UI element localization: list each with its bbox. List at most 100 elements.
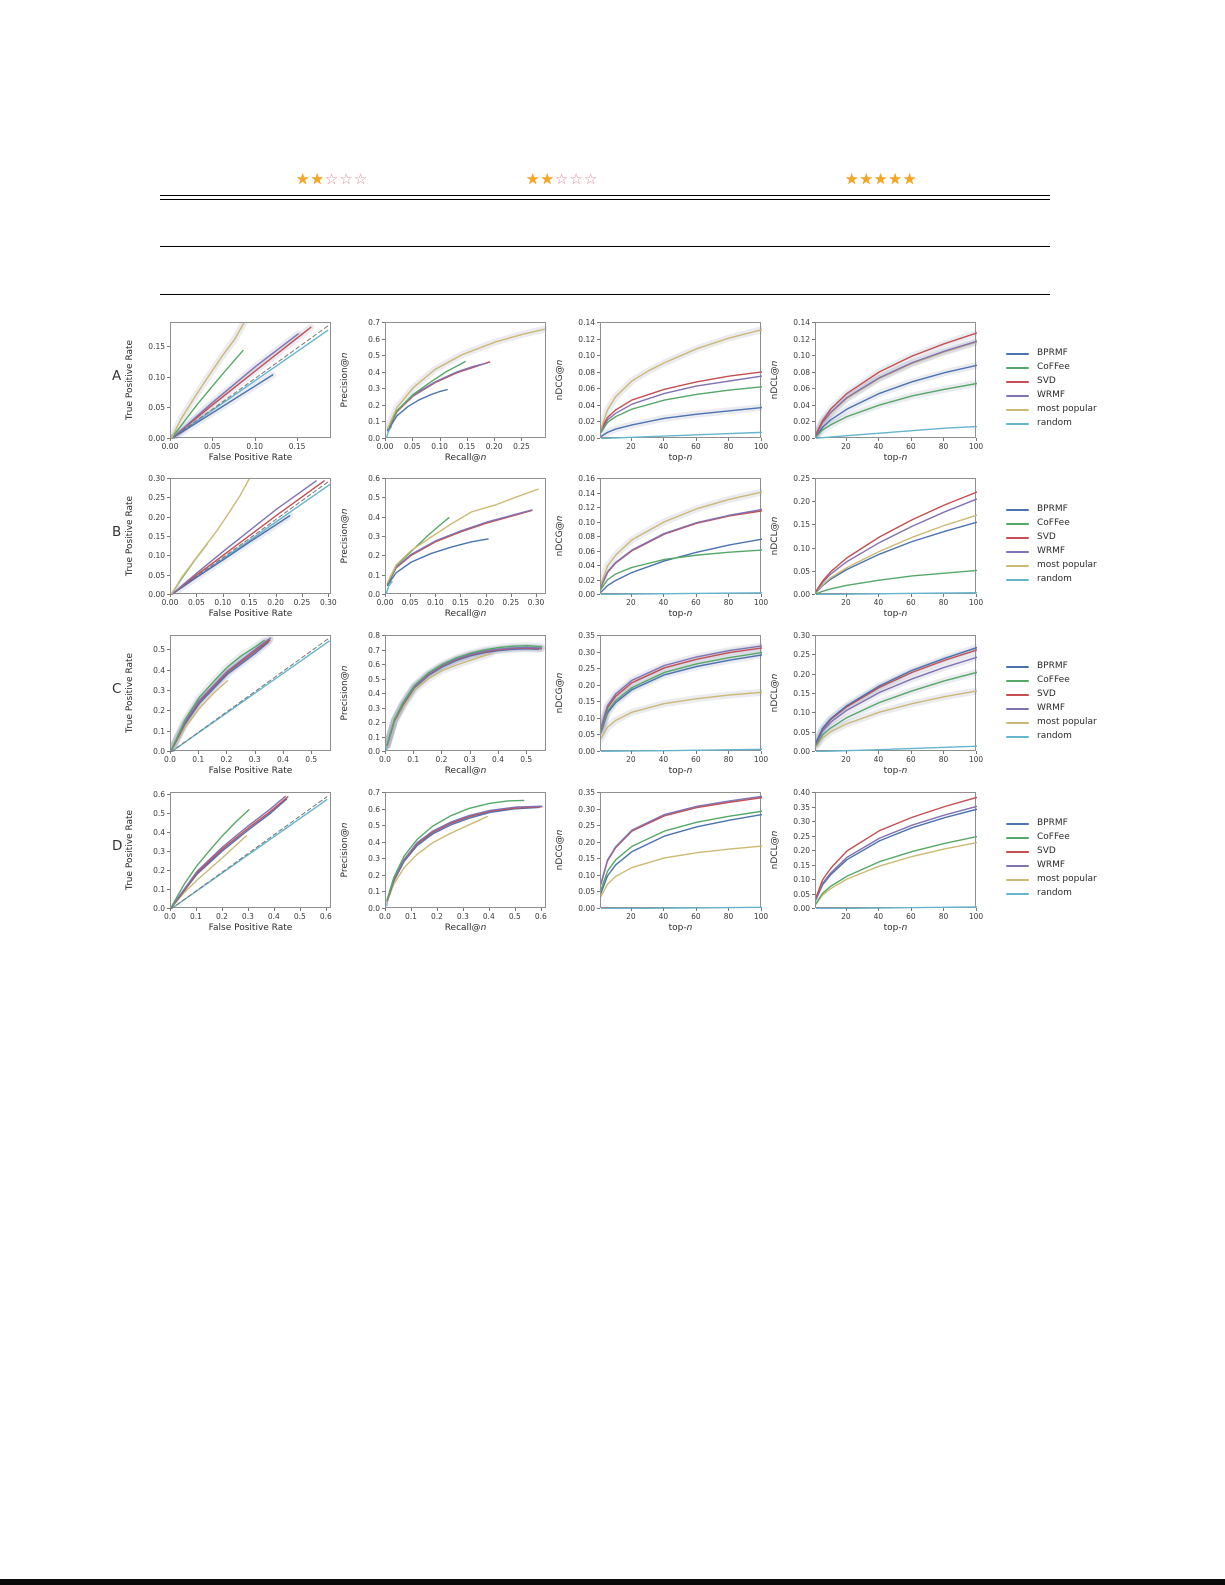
x-tick-mark <box>728 438 730 441</box>
x-tick-mark <box>441 751 443 754</box>
series-line-coffee <box>816 382 977 438</box>
series-line-svd <box>386 509 533 586</box>
y-tick-label: 0.0 <box>368 590 380 599</box>
x-tick-mark <box>385 438 386 441</box>
y-tick-label: 0.2 <box>368 551 380 561</box>
legend-label: most popular <box>1037 560 1097 570</box>
x-tick-mark <box>761 438 762 441</box>
legend-label: WRMF <box>1037 390 1066 400</box>
legend-line-swatch-wrmf <box>1006 864 1029 867</box>
x-tick-label: 0.00 <box>161 598 179 607</box>
x-tick-mark <box>462 908 464 911</box>
row-label-a: A <box>112 368 122 384</box>
y-tick-mark <box>382 404 385 406</box>
y-tick-mark <box>167 710 170 712</box>
y-tick-mark <box>597 579 600 581</box>
x-axis-label: top-n <box>883 453 908 463</box>
series-line-most-popular <box>816 690 977 748</box>
series-line-wrmf <box>171 795 286 909</box>
x-tick-mark <box>212 438 214 441</box>
series-line-random <box>816 745 977 752</box>
y-tick-label: 0.3 <box>153 846 165 856</box>
plot-a-precision-recall <box>385 322 547 439</box>
y-tick-mark <box>812 850 815 851</box>
x-tick-label: 60 <box>906 912 916 921</box>
series-line-svd <box>171 480 325 595</box>
legend-item-most-popular: most popular <box>1006 560 1097 571</box>
y-tick-mark <box>382 841 385 843</box>
legend-line-swatch-coffee <box>1006 679 1029 682</box>
y-tick-label: 0.15 <box>578 854 595 864</box>
x-tick-label: 100 <box>753 442 769 451</box>
x-tick-mark <box>469 751 471 754</box>
y-tick-label: 0.05 <box>793 566 810 576</box>
legend-line-swatch-wrmf <box>1006 550 1029 553</box>
row-label-b: B <box>112 524 122 540</box>
y-tick-mark <box>382 421 385 423</box>
series-line-bprmf <box>601 406 762 438</box>
y-tick-mark <box>812 570 815 572</box>
x-axis-label: top-n <box>883 766 908 776</box>
legend-item-bprmf: BPRMF <box>1006 504 1097 515</box>
y-tick-label: 0.7 <box>368 318 380 327</box>
y-tick-mark <box>167 669 170 671</box>
y-tick-label: 0.10 <box>578 351 595 361</box>
series-line-most-popular <box>171 680 229 752</box>
plot-d-ndcg <box>600 792 762 909</box>
series-line-coffee <box>601 810 762 891</box>
x-tick-label: 60 <box>691 442 701 451</box>
x-tick-mark <box>943 438 945 441</box>
y-tick-mark <box>382 322 385 323</box>
y-tick-label: 0.05 <box>793 889 810 899</box>
x-tick-mark <box>282 751 284 754</box>
x-tick-mark <box>170 908 171 911</box>
legend-line-swatch-coffee <box>1006 836 1029 839</box>
legend-label: BPRMF <box>1037 348 1068 358</box>
x-axis-label: Recall@n <box>444 609 487 619</box>
x-tick-label: 100 <box>753 755 769 764</box>
y-tick-mark <box>382 751 385 752</box>
series-line-wrmf <box>171 333 299 439</box>
plot-canvas <box>816 491 977 595</box>
y-tick-label: 0.08 <box>578 367 595 377</box>
y-tick-label: 0.30 <box>793 817 810 826</box>
plot-b-roc <box>170 478 331 595</box>
star-filled-icon: ★ <box>526 170 541 188</box>
x-tick-mark <box>845 438 847 441</box>
plot-a-ndcl <box>815 322 977 439</box>
x-tick-label: 60 <box>691 912 701 921</box>
x-axis-label: False Positive Rate <box>208 923 293 933</box>
series-line-svd <box>601 371 762 430</box>
y-tick-label: 0.2 <box>368 870 380 880</box>
y-tick-label: 0.15 <box>793 860 810 870</box>
x-tick-label: 0.6 <box>534 912 547 921</box>
y-tick-label: 0.10 <box>793 875 810 884</box>
legend-line-swatch-bprmf <box>1006 352 1029 355</box>
y-tick-label: 0.20 <box>578 680 595 690</box>
legend-label: CoFFee <box>1037 675 1070 685</box>
x-tick-label: 0.5 <box>520 755 533 764</box>
y-tick-mark <box>382 555 385 557</box>
x-tick-mark <box>385 594 386 597</box>
y-tick-label: 0.15 <box>148 342 165 352</box>
y-tick-label: 0.10 <box>578 517 595 527</box>
y-tick-label: 0.00 <box>578 904 595 913</box>
y-tick-mark <box>812 731 815 733</box>
y-tick-mark <box>812 594 815 595</box>
series-line-bprmf <box>386 806 540 902</box>
y-tick-mark <box>382 808 385 810</box>
star-empty-icon: ☆ <box>569 170 584 188</box>
x-tick-label: 20 <box>841 442 851 451</box>
y-tick-mark <box>382 664 385 665</box>
x-tick-mark <box>195 908 197 911</box>
x-tick-label: 0.05 <box>204 442 221 451</box>
legend-item-coffee: CoFFee <box>1006 832 1097 843</box>
x-tick-label: 0.05 <box>188 598 205 607</box>
y-tick-label: 0.14 <box>578 488 595 498</box>
series-line-wrmf <box>601 375 762 432</box>
legend-item-wrmf: WRMF <box>1006 390 1097 401</box>
x-tick-label: 0.3 <box>463 755 476 764</box>
rating-right: ★★★★★ <box>845 172 917 187</box>
x-tick-mark <box>695 751 697 754</box>
y-tick-mark <box>597 492 600 494</box>
